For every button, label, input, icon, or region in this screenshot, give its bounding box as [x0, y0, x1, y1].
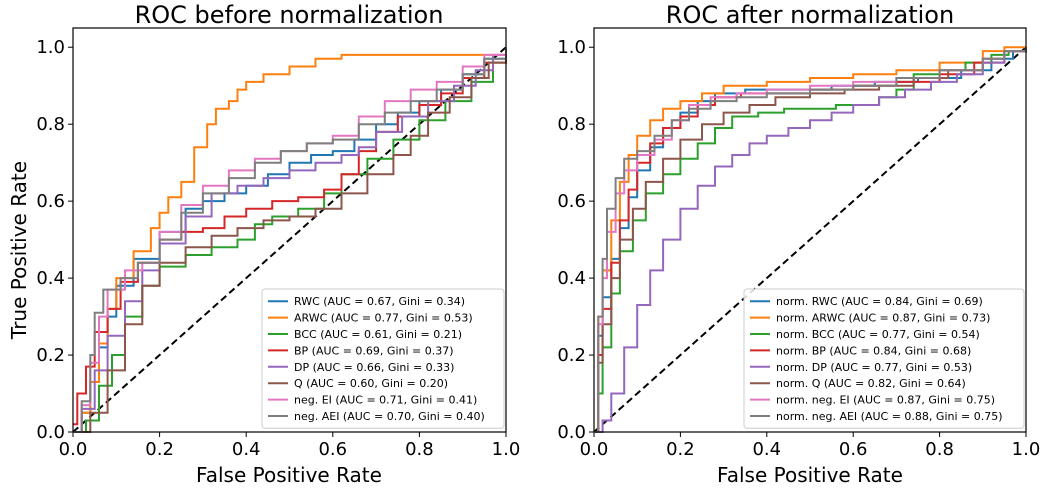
legend-label-before-6: neg. EI (AUC = 0.71, Gini = 0.41) [294, 394, 477, 407]
y-tick-label-before-1: 0.2 [36, 345, 65, 366]
x-tick-label-after-0: 0.0 [580, 439, 609, 460]
chance-diagonal-after [593, 46, 1027, 433]
x-tick-label-after-5: 1.0 [1012, 439, 1041, 460]
plot-area-after: 0.0 0.2 0.4 0.6 0.8 1.0 0.0 0.2 0.4 0.6 0.8 1.0 norm… [557, 27, 1041, 460]
x-tick-label-before-4: 0.8 [405, 439, 434, 460]
x-tick-label-before-5: 1.0 [492, 439, 521, 460]
panel-after: ROC after normalization False Positive R… [557, 1, 1040, 487]
y-tick-label-before-2: 0.4 [36, 268, 65, 289]
legend-label-after-5: norm. Q (AUC = 0.82, Gini = 0.64) [776, 377, 966, 390]
legend-label-before-3: BP (AUC = 0.69, Gini = 0.37) [294, 344, 454, 357]
legend-label-before-4: DP (AUC = 0.66, Gini = 0.33) [294, 361, 454, 374]
legend-label-before-7: neg. AEI (AUC = 0.70, Gini = 0.40) [294, 410, 485, 423]
x-tick-label-before-0: 0.0 [59, 439, 88, 460]
legend-label-after-4: norm. DP (AUC = 0.77, Gini = 0.53) [776, 361, 972, 374]
series-line-after-4 [594, 47, 1027, 433]
panel-before: ROC before normalization True Positive R… [7, 1, 520, 487]
legend-label-after-2: norm. BCC (AUC = 0.77, Gini = 0.54) [776, 328, 980, 341]
x-axis-label-after: False Positive Rate [717, 463, 903, 487]
legend-label-after-1: norm. ARWC (AUC = 0.87, Gini = 0.73) [776, 312, 990, 325]
y-tick-label-after-5: 1.0 [557, 37, 586, 58]
y-tick-label-before-0: 0.0 [36, 422, 65, 443]
legend-label-after-6: norm. neg. EI (AUC = 0.87, Gini = 0.75) [776, 394, 995, 407]
y-tick-label-after-0: 0.0 [557, 422, 586, 443]
legend-label-before-1: ARWC (AUC = 0.77, Gini = 0.53) [294, 312, 473, 325]
series-line-before-5 [73, 47, 507, 433]
legend-label-before-5: Q (AUC = 0.60, Gini = 0.20) [294, 377, 448, 390]
legend-label-before-2: BCC (AUC = 0.61, Gini = 0.21) [294, 328, 462, 341]
y-tick-label-after-1: 0.2 [557, 345, 586, 366]
legend-label-before-0: RWC (AUC = 0.67, Gini = 0.34) [294, 295, 465, 308]
legend-label-after-3: norm. BP (AUC = 0.84, Gini = 0.68) [776, 344, 971, 357]
y-tick-label-before-3: 0.6 [36, 191, 65, 212]
series-line-after-7 [594, 47, 1027, 433]
y-tick-label-before-4: 0.8 [36, 114, 65, 135]
x-tick-label-before-2: 0.4 [232, 439, 261, 460]
chart-title-before: ROC before normalization [135, 1, 444, 29]
series-line-before-7 [73, 47, 507, 433]
y-tick-label-after-4: 0.8 [557, 114, 586, 135]
x-tick-label-after-3: 0.6 [839, 439, 868, 460]
x-tick-label-before-3: 0.6 [318, 439, 347, 460]
legend-label-after-7: norm. neg. AEI (AUC = 0.88, Gini = 0.75) [776, 410, 1003, 423]
y-tick-label-after-3: 0.6 [557, 191, 586, 212]
legend-box-after [743, 288, 1025, 429]
x-tick-label-after-2: 0.4 [752, 439, 781, 460]
y-tick-label-after-2: 0.4 [557, 268, 586, 289]
y-axis-label-before: True Positive Rate [7, 161, 31, 340]
series-line-after-5 [594, 47, 1027, 433]
y-tick-label-before-5: 1.0 [36, 37, 65, 58]
axes-frame-after [593, 27, 1027, 433]
chance-diagonal-before [72, 46, 507, 433]
series-line-after-1 [594, 46, 1026, 433]
plot-area-before: 0.0 0.2 0.4 0.6 0.8 1.0 0.0 0.2 0.4 0.6 0.8 1.0 RWC … [36, 27, 521, 460]
x-tick-label-before-1: 0.2 [145, 439, 174, 460]
legend-box-before [261, 288, 505, 429]
legend-label-after-0: norm. RWC (AUC = 0.84, Gini = 0.69) [776, 295, 983, 308]
x-tick-label-after-1: 0.2 [666, 439, 695, 460]
axes-frame-before [72, 27, 507, 433]
chart-title-after: ROC after normalization [666, 1, 954, 29]
x-tick-label-after-4: 0.8 [925, 439, 954, 460]
x-axis-label-before: False Positive Rate [196, 463, 382, 487]
